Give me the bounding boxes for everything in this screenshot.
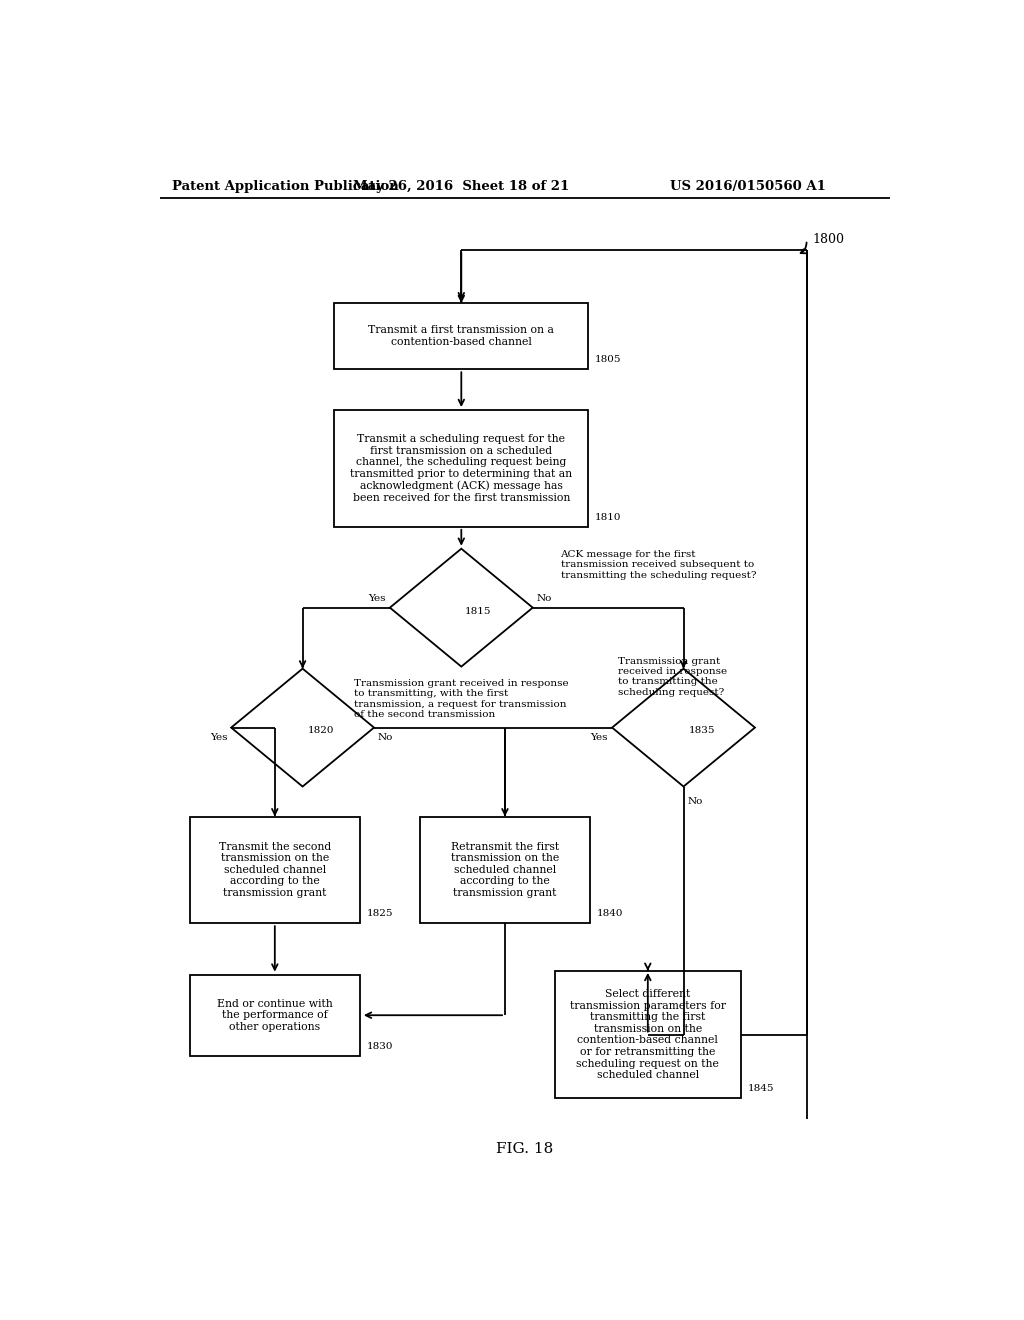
Text: 1835: 1835 [688,726,715,735]
Text: Patent Application Publication: Patent Application Publication [172,181,398,193]
Text: 1825: 1825 [367,909,393,919]
Text: FIG. 18: FIG. 18 [497,1142,553,1156]
Text: Retransmit the first
transmission on the
scheduled channel
according to the
tran: Retransmit the first transmission on the… [451,842,559,898]
FancyBboxPatch shape [334,411,588,527]
Text: 1810: 1810 [595,512,622,521]
Text: Transmit a first transmission on a
contention-based channel: Transmit a first transmission on a conte… [369,326,554,347]
Text: 1800: 1800 [813,234,845,247]
Text: No: No [687,797,702,805]
Text: US 2016/0150560 A1: US 2016/0150560 A1 [671,181,826,193]
Text: Transmission grant
received in response
to transmitting the
scheduling request?: Transmission grant received in response … [618,656,728,697]
Text: 1820: 1820 [307,726,334,735]
FancyBboxPatch shape [334,304,588,370]
Text: 1845: 1845 [748,1084,774,1093]
FancyBboxPatch shape [555,972,741,1098]
Text: Yes: Yes [369,594,386,602]
Text: Transmit a scheduling request for the
first transmission on a scheduled
channel,: Transmit a scheduling request for the fi… [350,434,572,503]
Text: Yes: Yes [210,733,227,742]
Polygon shape [390,549,532,667]
FancyBboxPatch shape [189,817,360,923]
FancyBboxPatch shape [420,817,590,923]
Text: Transmit the second
transmission on the
scheduled channel
according to the
trans: Transmit the second transmission on the … [219,842,331,898]
Text: Transmission grant received in response
to transmitting, with the first
transmis: Transmission grant received in response … [354,678,568,719]
Text: Yes: Yes [591,733,608,742]
Text: 1830: 1830 [367,1041,393,1051]
Text: No: No [378,733,393,742]
Text: May 26, 2016  Sheet 18 of 21: May 26, 2016 Sheet 18 of 21 [353,181,569,193]
Text: 1840: 1840 [597,909,624,919]
Text: ACK message for the first
transmission received subsequent to
transmitting the s: ACK message for the first transmission r… [560,550,756,579]
Polygon shape [231,669,374,787]
Text: 1815: 1815 [465,607,492,616]
Text: No: No [537,594,552,602]
FancyBboxPatch shape [189,974,360,1056]
Text: 1805: 1805 [595,355,622,364]
Text: End or continue with
the performance of
other operations: End or continue with the performance of … [217,999,333,1032]
Polygon shape [612,669,755,787]
Text: Select different
transmission parameters for
transmitting the first
transmission: Select different transmission parameters… [569,989,726,1080]
